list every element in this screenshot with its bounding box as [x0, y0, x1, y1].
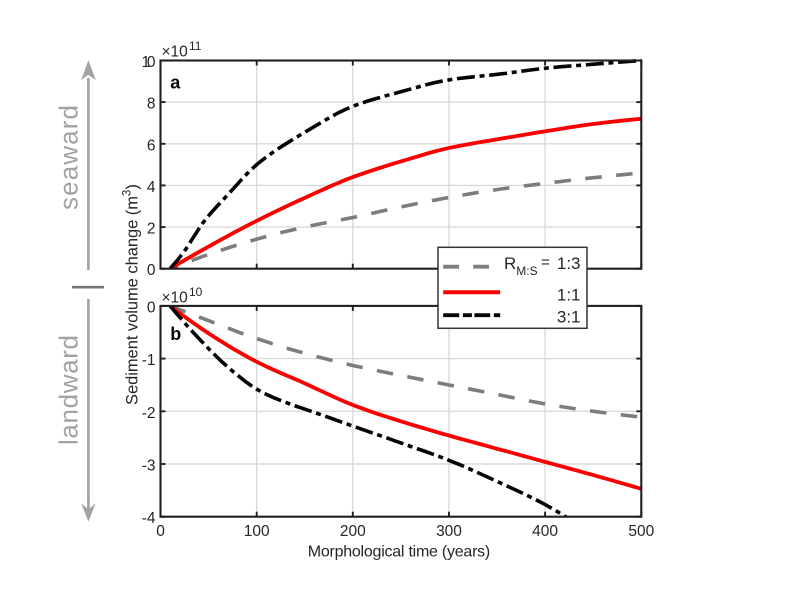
svg-text:b: b	[170, 324, 181, 344]
svg-text:×10: ×10	[162, 44, 189, 61]
svg-text:11: 11	[189, 39, 202, 53]
svg-text:2: 2	[147, 221, 156, 238]
svg-text:10: 10	[189, 285, 203, 299]
svg-text:500: 500	[628, 523, 654, 540]
svg-text:100: 100	[244, 523, 270, 540]
svg-text:0: 0	[147, 299, 156, 316]
svg-text:1:1: 1:1	[557, 286, 581, 305]
svg-text:200: 200	[340, 523, 366, 540]
svg-text:-3: -3	[142, 458, 156, 475]
svg-text:4: 4	[147, 179, 156, 196]
svg-text:-4: -4	[142, 510, 156, 527]
svg-text:6: 6	[147, 137, 156, 154]
svg-text:-2: -2	[142, 405, 156, 422]
svg-text:400: 400	[532, 523, 558, 540]
svg-text:10: 10	[142, 54, 156, 71]
svg-text:0: 0	[156, 523, 165, 540]
svg-text:Morphological time (years): Morphological time (years)	[308, 544, 491, 561]
svg-text:Sediment volume change (m3): Sediment volume change (m3)	[122, 184, 142, 405]
svg-text:landward: landward	[54, 335, 84, 445]
svg-text:300: 300	[436, 523, 462, 540]
svg-text:a: a	[170, 73, 181, 93]
svg-text:=: =	[541, 254, 550, 271]
svg-text:0: 0	[147, 262, 156, 279]
svg-text:-1: -1	[142, 352, 156, 369]
svg-text:3:1: 3:1	[557, 308, 581, 327]
svg-text:seaward: seaward	[54, 105, 84, 210]
svg-text:8: 8	[147, 96, 156, 113]
svg-text:1:3: 1:3	[557, 254, 581, 273]
svg-text:×10: ×10	[162, 290, 189, 307]
